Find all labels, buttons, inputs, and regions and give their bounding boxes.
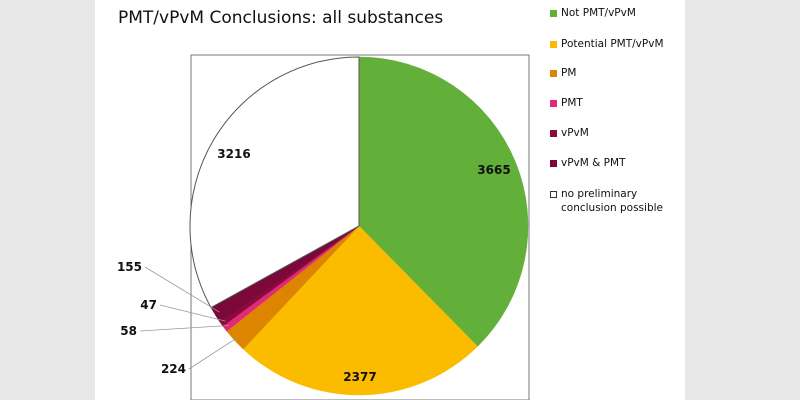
legend-label: vPvM & PMT <box>561 157 626 169</box>
legend-swatch <box>550 130 557 137</box>
data-label-no-preliminary-conclusion-possible: 3216 <box>217 147 250 161</box>
legend-swatch <box>550 191 557 198</box>
legend-label: vPvM <box>561 127 589 139</box>
pie-slice-not-pmt-vpvm <box>358 56 529 347</box>
leader-line-vpvm-and-pmt <box>144 266 220 313</box>
legend-item-pm: PM <box>550 66 576 80</box>
leader-line-vpvm <box>159 304 226 322</box>
legend-swatch <box>550 41 557 48</box>
data-label-potential-pmt-vpvm: 2377 <box>343 370 376 384</box>
data-label-not-pmt-vpvm: 3665 <box>477 163 510 177</box>
data-label-pm: 224 <box>161 362 186 376</box>
leader-line-pmt <box>139 325 229 332</box>
pie-slice-potential-pmt-vpvm <box>242 225 478 396</box>
legend-swatch <box>550 10 557 17</box>
pie-slice-no-preliminary-conclusion-possible <box>189 56 360 309</box>
legend-label: Potential PMT/vPvM <box>561 38 664 50</box>
legend-label: no preliminary conclusion possible <box>561 188 663 214</box>
legend-item-vpvm-and-pmt: vPvM & PMT <box>550 156 626 170</box>
data-label-pmt: 58 <box>120 324 137 338</box>
legend-item-potential-pmt: Potential PMT/vPvM <box>550 37 664 51</box>
leader-line-pm <box>188 336 239 370</box>
chart-title: PMT/vPvM Conclusions: all substances <box>118 8 444 28</box>
legend-item-vpvm: vPvM <box>550 126 589 140</box>
legend-swatch <box>550 70 557 77</box>
data-label-vpvm: 47 <box>140 298 157 312</box>
legend-item-no-conclusion: no preliminary conclusion possible <box>550 187 685 215</box>
legend-swatch <box>550 100 557 107</box>
legend-label: Not PMT/vPvM <box>561 7 636 19</box>
legend-item-not-pmt: Not PMT/vPvM <box>550 6 636 20</box>
legend-label: PMT <box>561 97 583 109</box>
data-label-vpvm-and-pmt: 155 <box>117 260 142 274</box>
legend-swatch <box>550 160 557 167</box>
legend-label: PM <box>561 67 577 79</box>
legend-item-pmt: PMT <box>550 96 583 110</box>
